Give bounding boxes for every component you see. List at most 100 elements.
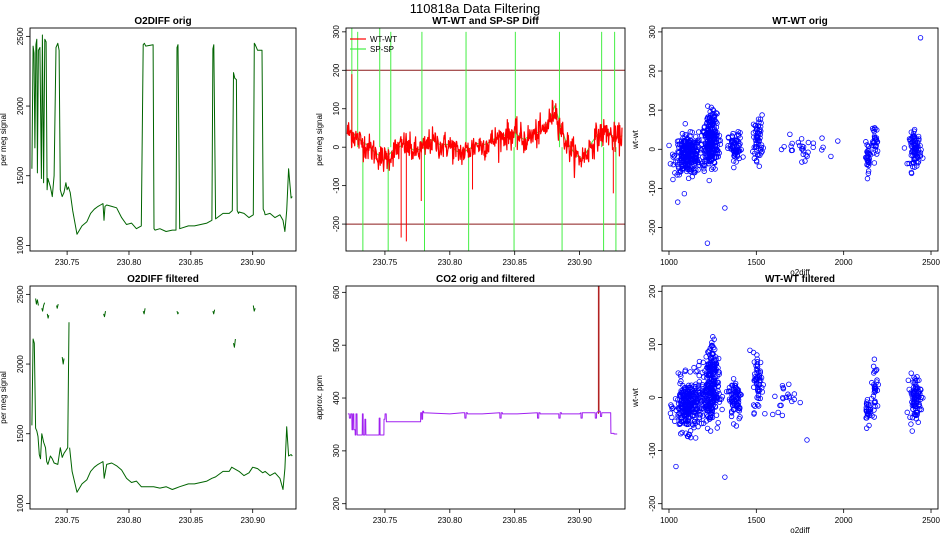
scatter-point (863, 139, 869, 145)
scatter-point (695, 167, 701, 173)
series-line (233, 338, 236, 348)
scatter-point (710, 107, 717, 114)
scatter-point (800, 148, 807, 154)
scatter-point (676, 421, 682, 428)
y-tick-label: 300 (332, 25, 341, 39)
scatter-point (673, 463, 679, 470)
scatter-point (835, 138, 841, 144)
x-tick-label: 230.80 (117, 258, 142, 267)
scatter-point (795, 139, 802, 146)
scatter-point (691, 383, 697, 390)
scatter-point (732, 403, 738, 409)
x-axis-label: o2diff (790, 268, 810, 277)
scatter-point (709, 366, 716, 373)
y-tick-label: 100 (648, 337, 657, 351)
scatter-point (707, 361, 714, 368)
scatter-point (753, 366, 760, 373)
scatter-point (689, 173, 695, 180)
scatter-point (705, 103, 711, 109)
scatter-point (698, 406, 705, 412)
y-tick-label: 400 (332, 391, 341, 405)
scatter-point (696, 129, 702, 135)
series-segment-4 (46, 313, 50, 319)
series-line (142, 308, 146, 315)
scatter-point (736, 390, 743, 397)
scatter-point (864, 175, 871, 182)
series-sp-sp (347, 28, 623, 251)
scatter-point (740, 154, 746, 160)
scatter-point (672, 418, 678, 424)
series-segment-3 (41, 302, 46, 312)
scatter-point (707, 428, 714, 434)
scatter-point (759, 385, 765, 391)
scatter-point (758, 142, 765, 148)
scatter-point (804, 437, 810, 443)
scatter-point (733, 137, 740, 143)
scatter-point (908, 370, 914, 376)
scatter-point (910, 379, 916, 386)
scatter-point (754, 356, 760, 362)
scatter-point (688, 399, 694, 405)
scatter-point (706, 123, 712, 129)
scatter-point (914, 385, 921, 391)
chart-title: WT-WT filtered (765, 274, 835, 285)
scatter-point (728, 408, 735, 415)
scatter-point (722, 474, 728, 480)
scatter-point (866, 422, 872, 429)
x-tick-label: 230.85 (179, 516, 204, 525)
scatter-point (689, 129, 695, 135)
x-tick-label: 230.85 (179, 258, 204, 267)
scatter-point (666, 142, 672, 149)
scatter-point (772, 393, 778, 400)
scatter-point (685, 139, 691, 145)
y-tick-label: -200 (648, 219, 657, 236)
y-axis: 1000 1500 2000 2500 per meg signal (0, 27, 30, 254)
scatter-point (870, 127, 877, 133)
scatter-point (715, 148, 721, 154)
scatter-point (706, 400, 712, 407)
series-o2diff (31, 34, 293, 235)
series-segment-2 (35, 298, 39, 306)
scatter-point (679, 140, 685, 147)
scatter-point (701, 391, 707, 397)
series-line (35, 298, 39, 306)
scatter-point (908, 421, 914, 427)
scatter-point (689, 391, 696, 397)
series-line (69, 426, 293, 493)
y-tick-label: -200 (648, 495, 657, 512)
scatter-point (799, 159, 805, 165)
scatter-point (682, 121, 688, 127)
x-axis: 230.75 230.80 230.85 230.90 (55, 509, 265, 525)
scatter-points (667, 334, 926, 480)
scatter-point (737, 414, 743, 420)
plot-area (666, 35, 926, 246)
scatter-point (819, 135, 825, 141)
scatter-point (917, 35, 924, 41)
series-left-segment (31, 322, 70, 465)
scatter-point (756, 163, 762, 169)
y-tick-label: 100 (332, 102, 341, 116)
scatter-point (677, 393, 683, 399)
scatter-point (708, 410, 714, 417)
scatter-point (912, 385, 919, 391)
scatter-point (871, 407, 877, 413)
scatter-point (751, 134, 757, 140)
scatter-point (703, 141, 710, 148)
y-tick-label: -200 (332, 216, 341, 233)
scatter-point (675, 199, 681, 205)
y-tick-label: -100 (648, 442, 657, 459)
series-segment-11 (233, 338, 236, 348)
scatter-point (752, 123, 758, 129)
scatter-point (688, 384, 694, 391)
series-line (103, 311, 106, 318)
scatter-point (708, 357, 714, 364)
y-axis-label: per meg signal (0, 371, 8, 424)
y-tick-label: 2500 (16, 285, 25, 303)
scatter-point (725, 388, 732, 395)
scatter-point (711, 117, 717, 123)
scatter-point (915, 397, 921, 403)
scatter-point (871, 414, 877, 420)
y-axis: 200 300 400 500 600 approx. ppm (315, 285, 346, 510)
